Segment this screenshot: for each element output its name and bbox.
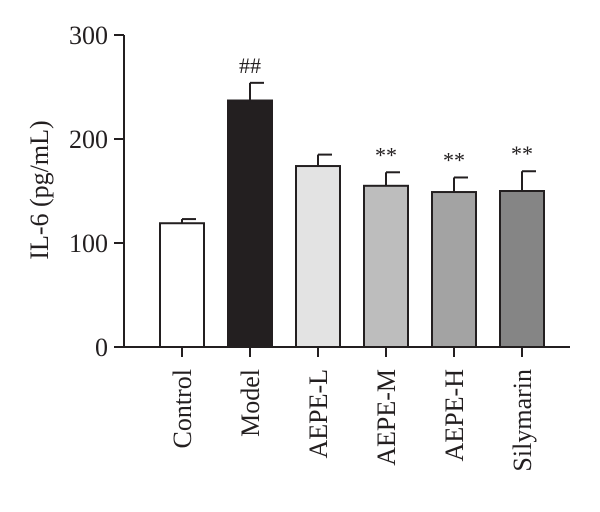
bar: [295, 165, 341, 348]
y-axis-label: IL-6 (pg/mL): [25, 120, 54, 259]
y-tick-label: 0: [95, 333, 108, 362]
bars-layer: ## ** ** **: [159, 53, 545, 349]
bar: [227, 99, 273, 348]
x-tick-label: AEPE-L: [304, 369, 333, 459]
axes-layer: Control Model AEPE-L AEPE-M AEPE-H Silymarin 0…: [69, 21, 570, 472]
x-tick-label: Control: [168, 369, 197, 448]
x-tick-label: Model: [236, 369, 265, 437]
y-tick-label: 100: [69, 229, 108, 258]
y-tick-label: 300: [69, 21, 108, 50]
significance-mark: **: [511, 141, 533, 166]
significance-mark: **: [375, 142, 397, 167]
x-tick-label: AEPE-H: [440, 369, 469, 462]
bar: [499, 190, 545, 348]
significance-mark: **: [443, 147, 465, 172]
bar: [363, 184, 409, 348]
y-tick-label: 200: [69, 125, 108, 154]
x-tick-label: AEPE-M: [372, 369, 401, 466]
bar: [431, 191, 477, 348]
significance-mark: ##: [239, 53, 261, 78]
x-tick-label: Silymarin: [508, 369, 537, 472]
bar: [159, 222, 205, 349]
